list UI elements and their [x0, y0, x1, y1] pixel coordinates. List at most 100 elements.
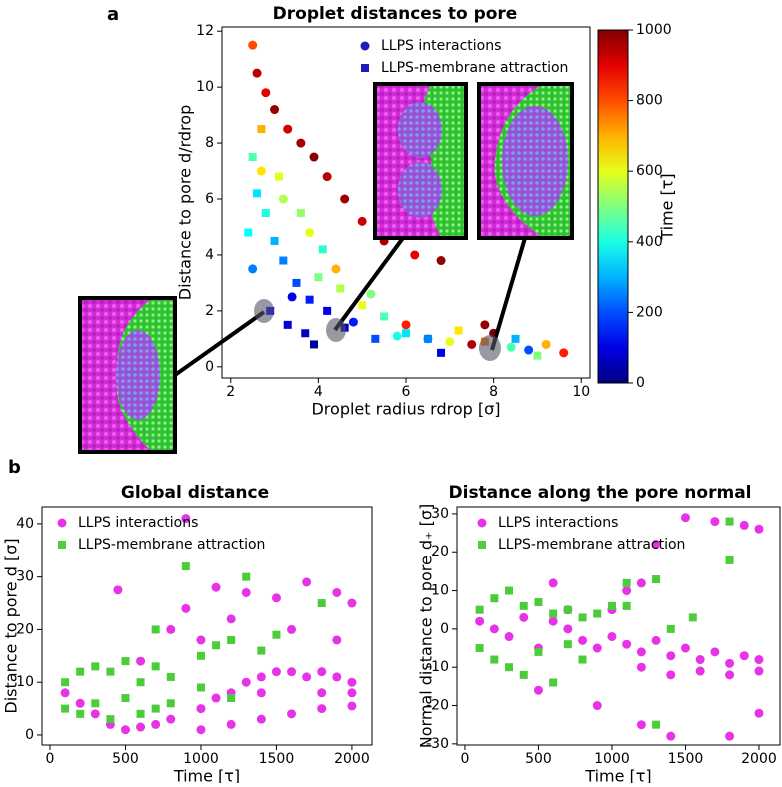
point: [358, 301, 367, 310]
y-tick-label: 2: [205, 303, 214, 319]
point: [578, 635, 588, 645]
point: [278, 194, 288, 204]
y-tick-label: 8: [205, 135, 214, 151]
legend-label: LLPS-membrane attraction: [498, 537, 685, 553]
plot-frame: [221, 26, 591, 379]
point: [534, 598, 543, 607]
point: [506, 342, 516, 352]
point: [227, 694, 236, 703]
x-axis-label: Droplet radius rdrop [σ]: [311, 400, 500, 419]
point: [688, 613, 697, 622]
panel-label: a: [107, 4, 119, 25]
x-tick-label: 500: [112, 751, 139, 767]
point: [196, 704, 206, 714]
point: [166, 699, 175, 708]
point: [332, 672, 342, 682]
legend-marker: [361, 64, 369, 72]
point: [317, 704, 327, 714]
y-tick-label: 20: [431, 544, 449, 560]
y-tick-label: 0: [25, 727, 34, 743]
point: [504, 632, 514, 642]
point: [121, 694, 130, 703]
point: [248, 153, 257, 162]
x-tick-label: 1000: [594, 751, 630, 767]
point: [302, 672, 312, 682]
x-axis-label: Time [τ]: [173, 767, 240, 784]
point: [401, 320, 411, 330]
point: [489, 624, 499, 634]
y-tick-label: 0: [440, 621, 449, 637]
point: [261, 88, 271, 98]
point: [271, 667, 281, 677]
legend-marker: [477, 518, 487, 528]
point: [91, 699, 100, 708]
point: [76, 709, 85, 718]
legend-label: LLPS interactions: [78, 515, 198, 531]
point: [323, 306, 332, 315]
point: [113, 585, 123, 595]
plot-points: [475, 513, 764, 741]
point: [578, 613, 587, 622]
y-tick-label: 10: [16, 674, 34, 690]
x-tick-label: 0: [460, 751, 469, 767]
colorbar-tick-label: 400: [636, 234, 663, 250]
legend-marker: [58, 541, 66, 549]
point: [347, 701, 357, 711]
point: [436, 256, 446, 266]
point: [270, 105, 280, 115]
colorbar-label: Time [τ]: [658, 173, 677, 240]
point: [725, 555, 734, 564]
point: [578, 655, 587, 664]
point: [261, 208, 270, 217]
point: [511, 334, 520, 343]
point: [475, 644, 484, 653]
point: [317, 667, 327, 677]
point: [739, 520, 749, 530]
point: [622, 578, 631, 587]
y-tick-label: 12: [196, 23, 214, 39]
y-axis-label: Normal distance to pore d₊ [σ]: [417, 504, 436, 748]
y-tick-label: 10: [196, 79, 214, 95]
y-axis-label: Distance to pore d/rdrop: [176, 105, 195, 300]
point: [196, 725, 206, 735]
legend-marker: [57, 518, 67, 528]
point: [332, 587, 342, 597]
plot-frame: [456, 506, 781, 746]
point: [257, 125, 266, 134]
y-tick-label: 30: [431, 506, 449, 522]
point: [592, 701, 602, 711]
point: [695, 666, 705, 676]
point: [226, 719, 236, 729]
point: [61, 678, 70, 687]
point: [106, 667, 115, 676]
legend-marker: [478, 541, 486, 549]
point: [302, 577, 312, 587]
point: [490, 594, 499, 603]
point: [380, 312, 389, 321]
point: [549, 678, 558, 687]
y-tick-label: -20: [426, 698, 449, 714]
x-tick-label: 500: [525, 751, 552, 767]
point: [505, 663, 514, 672]
point: [61, 704, 70, 713]
plot-frame: [41, 506, 373, 746]
point: [548, 616, 558, 626]
x-tick-label: 8: [489, 384, 498, 400]
point: [548, 578, 558, 588]
point: [136, 709, 145, 718]
point: [136, 656, 146, 666]
point: [533, 351, 542, 360]
point: [317, 688, 327, 698]
point: [305, 228, 315, 238]
chart-title: Distance along the pore normal: [449, 483, 752, 503]
legend-label: LLPS interactions: [498, 515, 618, 531]
point: [347, 677, 357, 687]
y-tick-label: 6: [205, 191, 214, 207]
point: [318, 245, 327, 254]
simulation-snapshots: [78, 82, 574, 454]
point: [75, 698, 85, 708]
point: [541, 339, 551, 349]
point: [607, 632, 617, 642]
point: [256, 688, 266, 698]
